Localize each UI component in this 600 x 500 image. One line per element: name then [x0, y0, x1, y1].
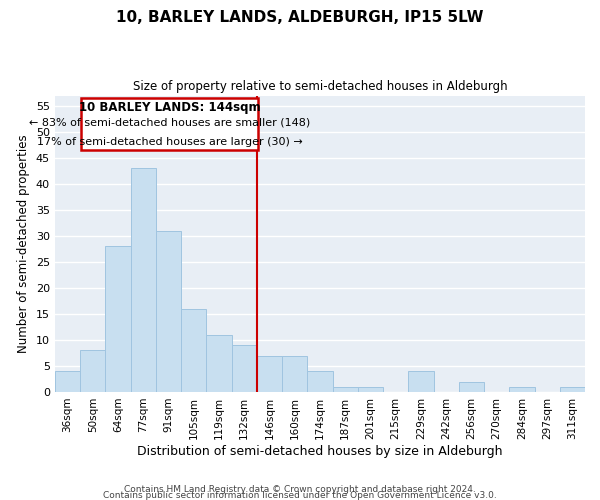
Text: 17% of semi-detached houses are larger (30) →: 17% of semi-detached houses are larger (… — [37, 138, 302, 147]
Text: 10 BARLEY LANDS: 144sqm: 10 BARLEY LANDS: 144sqm — [79, 101, 260, 114]
Bar — [358, 387, 383, 392]
FancyBboxPatch shape — [82, 98, 258, 150]
Bar — [232, 345, 257, 392]
Bar — [282, 356, 307, 392]
Bar — [156, 231, 181, 392]
Bar — [80, 350, 106, 392]
Y-axis label: Number of semi-detached properties: Number of semi-detached properties — [17, 134, 31, 353]
Bar — [408, 371, 434, 392]
Bar — [181, 309, 206, 392]
Bar — [560, 387, 585, 392]
Bar — [106, 246, 131, 392]
Bar — [257, 356, 282, 392]
Bar — [131, 168, 156, 392]
Bar — [55, 371, 80, 392]
Bar — [206, 335, 232, 392]
Text: 10, BARLEY LANDS, ALDEBURGH, IP15 5LW: 10, BARLEY LANDS, ALDEBURGH, IP15 5LW — [116, 10, 484, 25]
X-axis label: Distribution of semi-detached houses by size in Aldeburgh: Distribution of semi-detached houses by … — [137, 444, 503, 458]
Bar — [332, 387, 358, 392]
Text: ← 83% of semi-detached houses are smaller (148): ← 83% of semi-detached houses are smalle… — [29, 118, 310, 128]
Bar — [307, 371, 332, 392]
Text: Contains HM Land Registry data © Crown copyright and database right 2024.: Contains HM Land Registry data © Crown c… — [124, 484, 476, 494]
Bar — [509, 387, 535, 392]
Text: Contains public sector information licensed under the Open Government Licence v3: Contains public sector information licen… — [103, 490, 497, 500]
Title: Size of property relative to semi-detached houses in Aldeburgh: Size of property relative to semi-detach… — [133, 80, 507, 93]
Bar — [459, 382, 484, 392]
